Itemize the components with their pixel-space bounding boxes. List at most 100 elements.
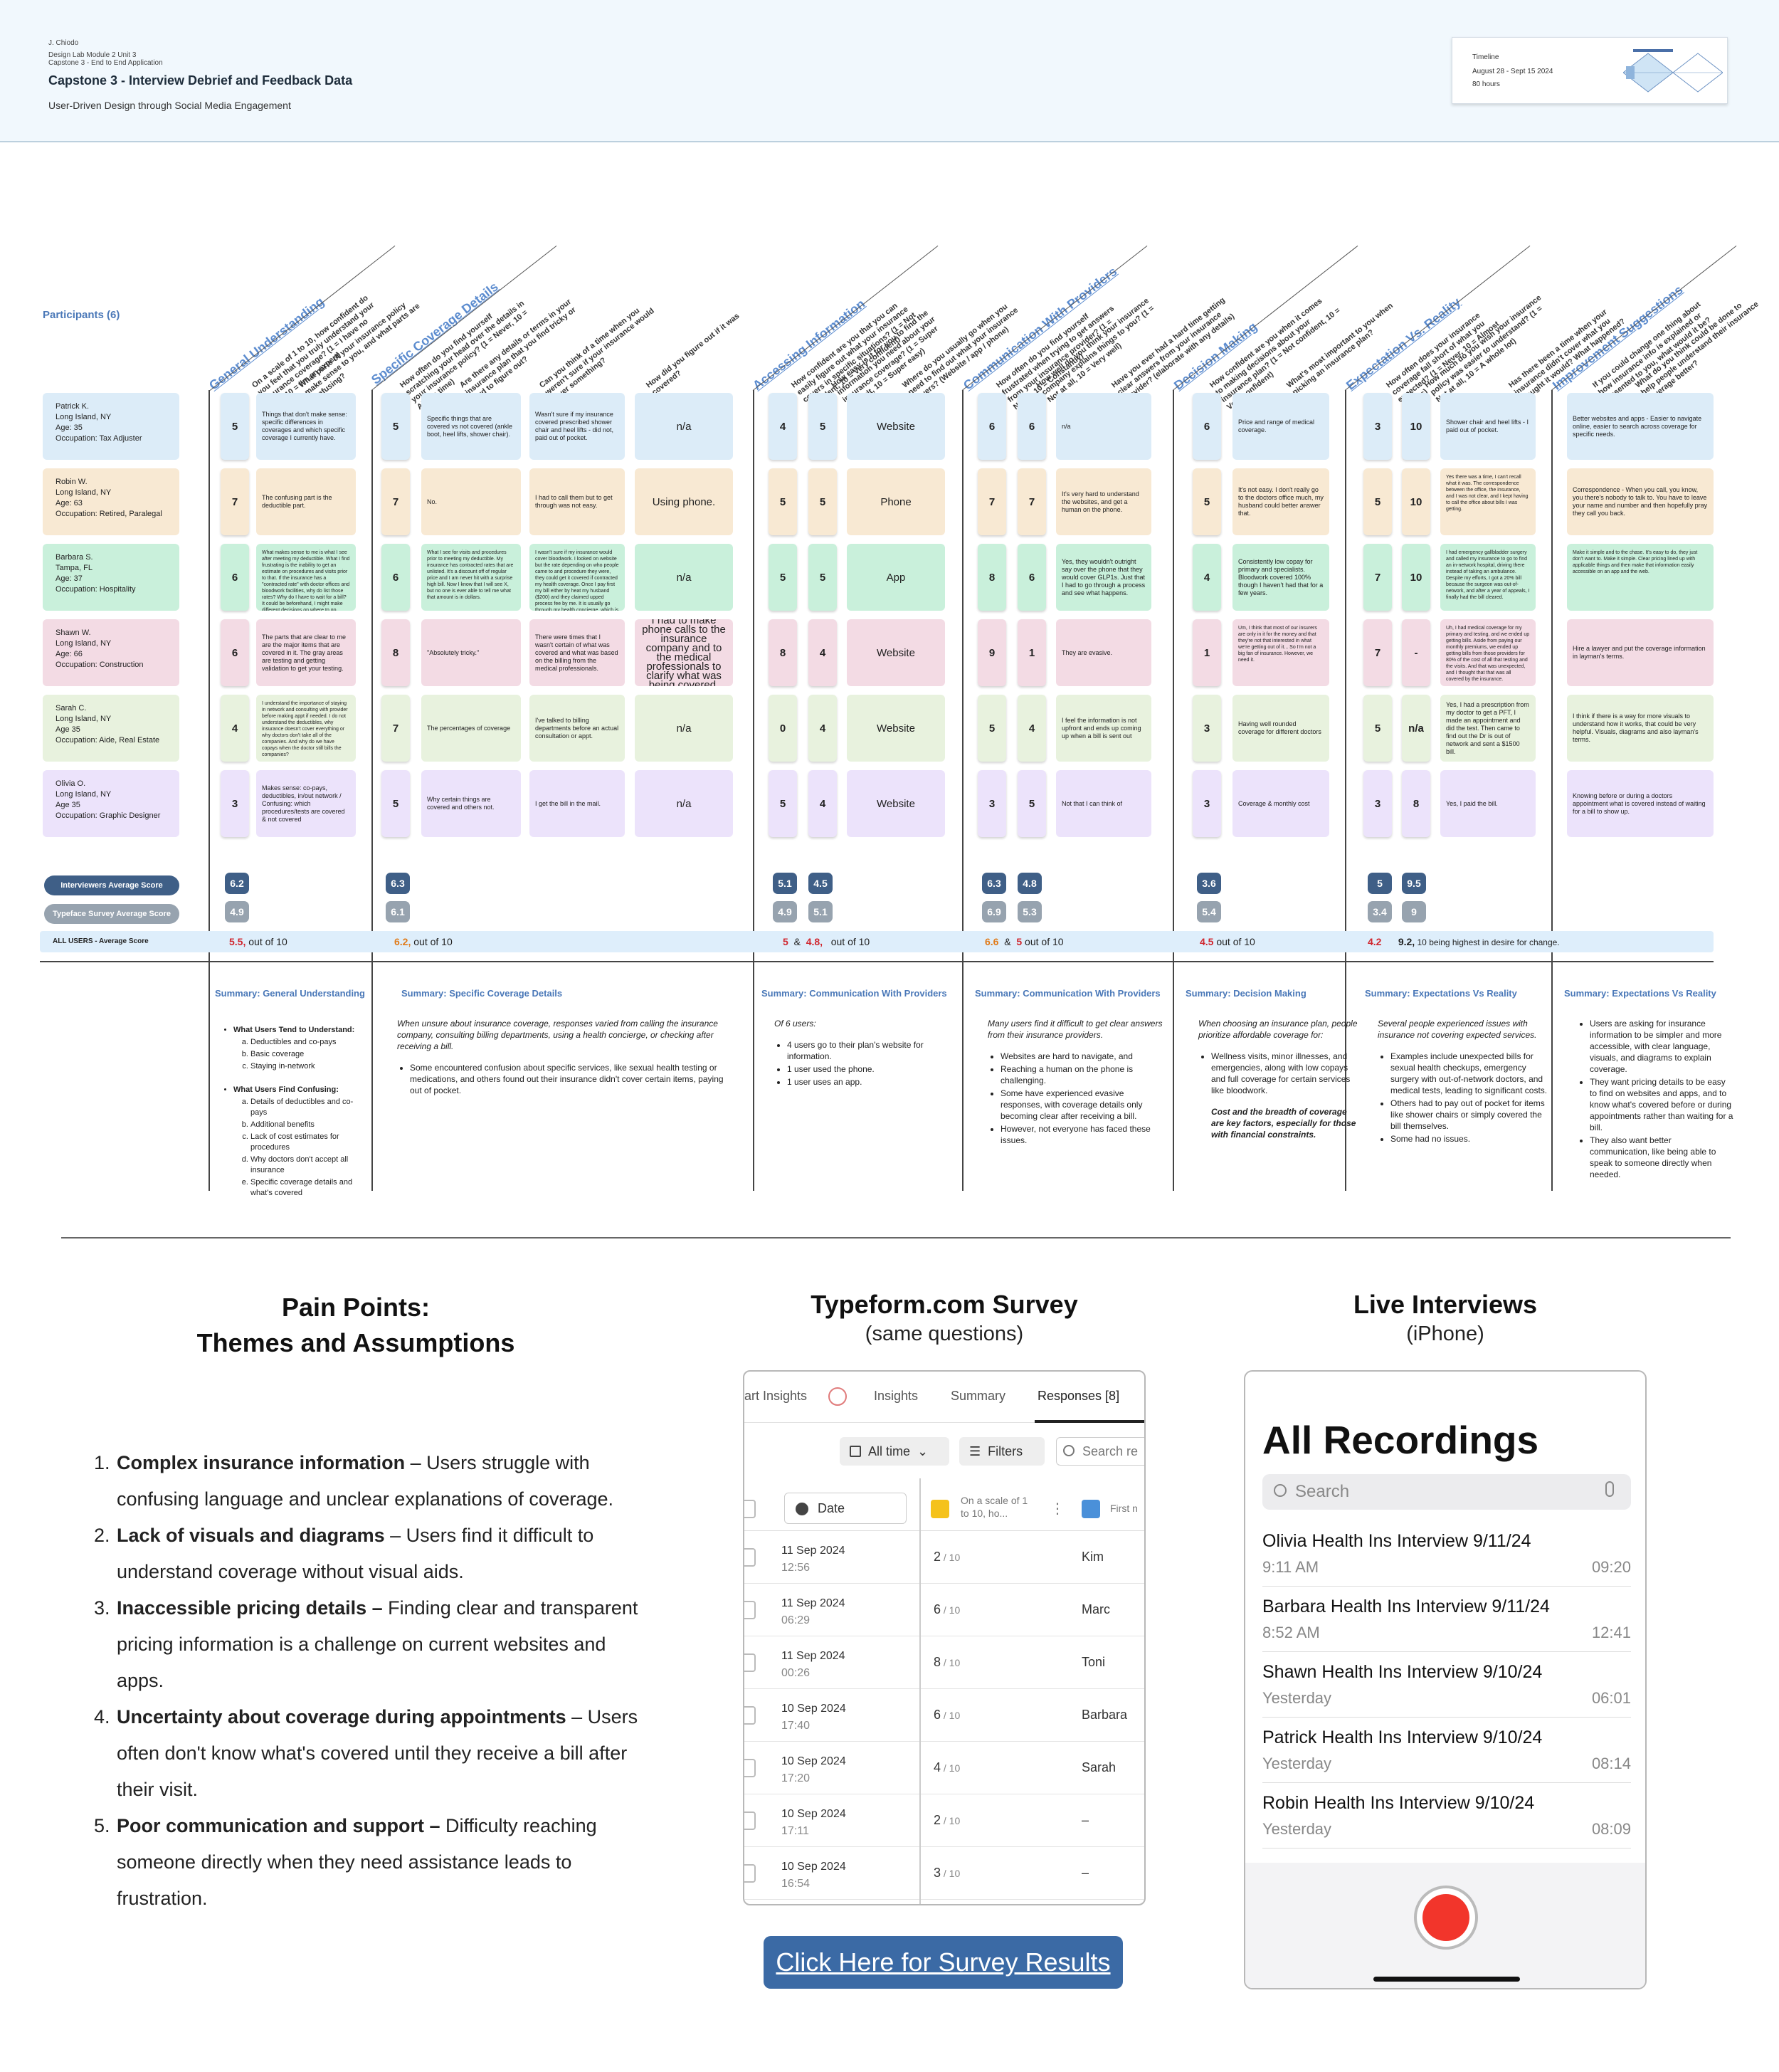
- summary-bullet: Websites are hard to navigate, and: [1001, 1051, 1166, 1062]
- average-value: 4.2: [1368, 936, 1382, 947]
- recording-time: 9:11 AM: [1262, 1558, 1319, 1576]
- table-row[interactable]: 10 Sep 2024 17:11 2 / 10 –: [744, 1794, 1144, 1847]
- summary-body: When unsure about insurance coverage, re…: [397, 1018, 732, 1098]
- response-cell: Correspondence - When you call, you know…: [1567, 468, 1714, 535]
- filters-button[interactable]: ☰ Filters: [959, 1437, 1045, 1466]
- summary-body: When choosing an insurance plan, people …: [1198, 1018, 1362, 1140]
- average-value: 9.2,: [1398, 936, 1415, 947]
- survey-score-badge: 5.3: [1018, 901, 1042, 922]
- response-date: 10 Sep 2024 17:40: [781, 1700, 846, 1735]
- summary-intro: Of 6 users:: [774, 1019, 816, 1029]
- rating-icon: [931, 1500, 949, 1518]
- table-row[interactable]: 11 Sep 2024 12:56 2 / 10 Kim: [744, 1531, 1144, 1584]
- response-cell: I wasn't sure if my insurance would cove…: [529, 544, 625, 611]
- interviewer-score-badge: 6.3: [982, 873, 1006, 894]
- row-checkbox[interactable]: [744, 1601, 756, 1619]
- timeline-dates: August 28 - Sept 15 2024: [1472, 68, 1553, 75]
- row-checkbox[interactable]: [744, 1759, 756, 1777]
- survey-results-link[interactable]: Click Here for Survey Results: [764, 1936, 1123, 1989]
- table-row[interactable]: 11 Sep 2024 00:26 8 / 10 Toni: [744, 1636, 1144, 1689]
- response-cell: 10: [1402, 544, 1430, 611]
- recording-item[interactable]: Olivia Health Ins Interview 9/11/24 9:11 …: [1262, 1521, 1631, 1587]
- pain-point-text: – Users find it difficult to understand …: [117, 1525, 594, 1582]
- summary-outro: Cost and the breadth of coverage are key…: [1211, 1107, 1356, 1140]
- score-suffix: / 10: [941, 1552, 961, 1563]
- tab-smart-insights[interactable]: art Insights: [744, 1389, 808, 1403]
- participant-age: Age 35: [56, 725, 80, 734]
- response-cell: 4: [221, 695, 249, 762]
- pain-point-item: Poor communication and support – Difficu…: [115, 1808, 645, 1917]
- double-diamond-icon: [1623, 49, 1723, 93]
- record-button[interactable]: [1414, 1886, 1478, 1950]
- summary-title: Summary: Decision Making: [1186, 988, 1306, 999]
- select-all-checkbox[interactable]: [744, 1500, 756, 1518]
- summary-general: What Users Tend to Understand: Deductibl…: [229, 1018, 363, 1200]
- date-value: 10 Sep 2024: [781, 1808, 846, 1820]
- row-checkbox[interactable]: [744, 1811, 756, 1830]
- summary-title: Summary: Communication With Providers: [761, 988, 947, 999]
- average-separator: [1381, 936, 1398, 947]
- response-cell: There were times that I wasn't certain o…: [529, 619, 625, 686]
- scale-column-header[interactable]: On a scale of 1 to 10, ho...: [961, 1495, 1028, 1519]
- average-suffix: out of 10: [1213, 936, 1255, 947]
- response-cell: Make it simple and to the chase. It's ea…: [1567, 544, 1714, 611]
- response-name: Toni: [1082, 1655, 1106, 1669]
- more-options-icon[interactable]: ⋮: [1050, 1501, 1065, 1517]
- average-value: 4.8,: [806, 936, 823, 947]
- tab-summary[interactable]: Summary: [951, 1389, 1006, 1403]
- date-column-header[interactable]: Date: [784, 1493, 907, 1524]
- search-input[interactable]: Search re: [1056, 1437, 1144, 1466]
- recordings-title: All Recordings: [1262, 1418, 1539, 1462]
- participant-name: Olivia O.: [56, 779, 86, 788]
- table-row[interactable]: 11 Sep 2024 06:29 6 / 10 Marc: [744, 1584, 1144, 1636]
- tab-responses[interactable]: Responses [8]: [1038, 1389, 1120, 1403]
- response-cell: 8: [381, 619, 410, 686]
- score-suffix: / 10: [941, 1710, 961, 1721]
- response-score: 2 / 10: [934, 1813, 960, 1828]
- summary-intro: Many users find it difficult to get clea…: [988, 1019, 1163, 1040]
- average-suffix: 10 being highest in desire for change.: [1415, 937, 1560, 947]
- response-cell: 5: [769, 544, 797, 611]
- summary-bullet: Wellness visits, minor illnesses, and em…: [1211, 1051, 1362, 1096]
- first-name-column-header[interactable]: First n: [1110, 1503, 1138, 1514]
- legend-interviewers: Interviewers Average Score: [44, 875, 179, 895]
- participant-occupation: Occupation: Retired, Paralegal: [56, 510, 162, 518]
- response-cell: 7: [221, 468, 249, 535]
- date-value: 10 Sep 2024: [781, 1703, 846, 1715]
- row-checkbox[interactable]: [744, 1864, 756, 1883]
- survey-score-badge: 6.1: [386, 901, 410, 922]
- recording-item[interactable]: Robin Health Ins Interview 9/10/24 Yester…: [1262, 1783, 1631, 1849]
- summary-item: Details of deductibles and co-pays: [250, 1097, 363, 1118]
- response-cell: I feel the information is not upfront an…: [1056, 695, 1151, 762]
- row-checkbox[interactable]: [744, 1548, 756, 1567]
- response-cell: 3: [1193, 770, 1221, 837]
- row-checkbox[interactable]: [744, 1706, 756, 1725]
- response-cell: Phone: [847, 468, 945, 535]
- recording-item[interactable]: Barbara Health Ins Interview 9/11/24 8:52…: [1262, 1587, 1631, 1652]
- typeform-tabs: art Insights Insights Summary Responses …: [744, 1372, 1144, 1423]
- table-row[interactable]: 10 Sep 2024 17:40 6 / 10 Barbara: [744, 1689, 1144, 1742]
- recordings-search-input[interactable]: Search: [1262, 1474, 1631, 1510]
- record-icon: [1422, 1894, 1469, 1941]
- average-suffix: out of 10: [823, 936, 870, 947]
- recording-item[interactable]: Shawn Health Ins Interview 9/10/24 Yester…: [1262, 1652, 1631, 1718]
- confusing-label: What Users Find Confusing:: [233, 1085, 363, 1095]
- response-cell: They are evasive.: [1056, 619, 1151, 686]
- recording-name: Barbara Health Ins Interview 9/11/24: [1262, 1597, 1550, 1616]
- response-cell: 5: [769, 468, 797, 535]
- tab-insights[interactable]: Insights: [874, 1389, 919, 1403]
- table-row[interactable]: 10 Sep 2024 17:20 4 / 10 Sarah: [744, 1742, 1144, 1794]
- recording-time: 8:52 AM: [1262, 1624, 1320, 1641]
- all-time-filter[interactable]: All time ⌄: [840, 1437, 949, 1466]
- summary-bullet: 1 user used the phone.: [787, 1063, 945, 1075]
- time-value: 17:40: [781, 1720, 811, 1732]
- date-value: 11 Sep 2024: [781, 1650, 845, 1662]
- row-checkbox[interactable]: [744, 1653, 756, 1672]
- response-cell: App: [847, 544, 945, 611]
- recording-item[interactable]: Patrick Health Ins Interview 9/10/24 Yest…: [1262, 1718, 1631, 1783]
- survey-score-badge: 4.9: [773, 901, 797, 922]
- table-row[interactable]: 10 Sep 2024 16:54 3 / 10 –: [744, 1847, 1144, 1900]
- microphone-icon[interactable]: [1605, 1481, 1614, 1497]
- summary-bullet: 1 user uses an app.: [787, 1076, 945, 1088]
- response-cell: Consistently low copay for primary and s…: [1232, 544, 1329, 611]
